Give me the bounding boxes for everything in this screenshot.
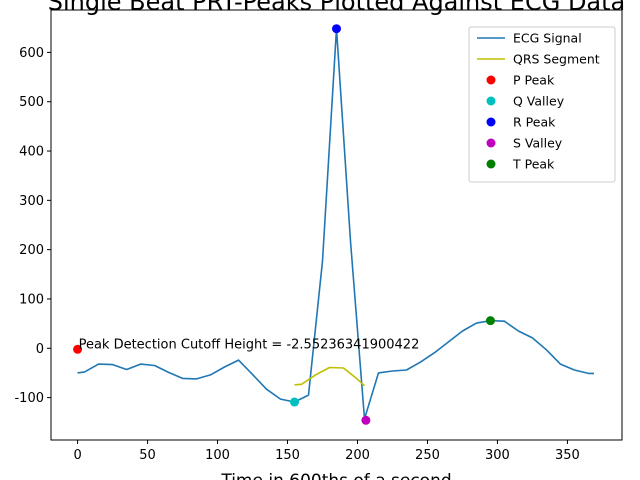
qrs-segment-line [294,366,366,387]
y-tick-label: 300 [19,194,44,209]
legend-q-valley-label: Q Valley [513,94,565,109]
legend-t-peak-label: T Peak [512,157,555,172]
x-tick-label: 150 [275,448,300,463]
axis-ticks: 0 50 100 150 200 250 300 350 -100 0 100 200 300 400 50… [14,46,579,463]
r-peak-point [332,24,341,34]
x-tick-label: 200 [345,448,370,463]
y-tick-label: 200 [19,243,44,258]
axes-frame [50,9,623,441]
x-tick-label: 50 [139,448,156,463]
s-valley-point [361,415,371,425]
t-peak-point [485,316,495,326]
y-tick-label: 0 [36,342,44,357]
legend-t-peak-swatch [486,159,496,169]
y-tick-label: 600 [19,46,44,61]
legend-p-peak-swatch [486,75,496,85]
x-tick-label: 0 [73,448,81,463]
x-tick-label: 100 [205,448,230,463]
x-tick-label: 250 [415,448,440,463]
x-tick-label: 350 [555,448,580,463]
y-tick-label: 400 [19,145,44,160]
q-valley-point [290,397,300,407]
chart-title: Single Beat PRT-Peaks Plotted Against EC… [48,0,626,16]
y-tick-label: -100 [14,391,44,406]
p-peak-point [73,344,83,354]
legend-qrs-segment-label: QRS Segment [513,52,600,67]
x-tick-label: 300 [485,448,510,463]
legend-s-valley-swatch [486,138,496,148]
y-tick-label: 100 [19,292,44,307]
y-tick-label: 500 [19,95,44,110]
legend-s-valley-label: S Valley [513,136,563,151]
legend-r-peak-label: R Peak [513,115,556,130]
legend-box [468,26,616,183]
plot-area [73,24,594,425]
legend-q-valley-swatch [486,96,496,106]
legend-r-peak-swatch [486,117,496,127]
cutoff-annotation: Peak Detection Cutoff Height = -2.552363… [79,338,420,353]
legend-p-peak-label: P Peak [513,73,555,88]
legend-ecg-signal-label: ECG Signal [513,31,582,46]
legend: ECG Signal QRS Segment P Peak Q Valley R Pea… [468,26,616,183]
x-axis-label: Time in 600ths of a second [220,471,451,480]
